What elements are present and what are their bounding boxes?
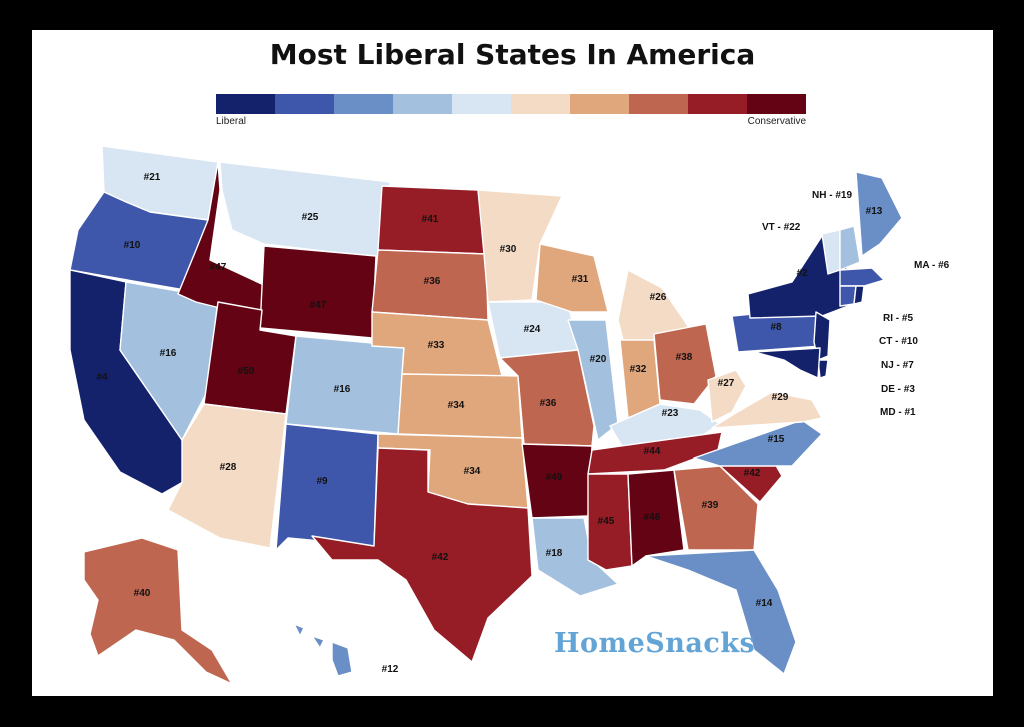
rank-label-co: #16: [334, 384, 351, 395]
rank-label-in: #32: [630, 364, 647, 375]
state-va: [711, 391, 823, 429]
legend-high-label: Conservative: [747, 116, 806, 127]
state-hi: [293, 623, 353, 677]
rank-label-ga: #39: [702, 500, 719, 511]
rank-label-nv: #16: [160, 348, 177, 359]
rank-label-az: #28: [220, 462, 237, 473]
rank-label-oh: #38: [676, 352, 693, 363]
callout-nj: NJ - #7: [881, 360, 914, 371]
state-wv: [707, 369, 747, 423]
rank-label-nc: #15: [768, 434, 785, 445]
rank-label-ms: #45: [598, 516, 615, 527]
rank-label-fl: #14: [756, 598, 773, 609]
rank-label-tx: #42: [432, 552, 449, 563]
legend-swatch: [275, 94, 334, 114]
callout-de: DE - #3: [881, 384, 915, 395]
legend-swatch: [216, 94, 275, 114]
state-la: [531, 517, 619, 597]
rank-label-ne: #33: [428, 340, 445, 351]
rank-label-al: #46: [644, 512, 661, 523]
legend-swatch: [747, 94, 806, 114]
state-al: [627, 469, 685, 567]
legend-swatch: [629, 94, 688, 114]
rank-label-ky: #23: [662, 408, 679, 419]
rank-label-sc: #42: [744, 468, 761, 479]
rank-label-wv: #27: [718, 378, 735, 389]
rank-label-wi: #31: [572, 274, 589, 285]
rank-label-sd: #36: [424, 276, 441, 287]
rank-label-me: #13: [866, 206, 883, 217]
brand-logo: HomeSnacks: [554, 628, 755, 659]
state-tn: [587, 431, 723, 475]
rank-label-ks: #34: [448, 400, 465, 411]
rank-label-mt: #25: [302, 212, 319, 223]
callout-vt: VT - #22: [762, 222, 801, 233]
rank-label-il: #20: [590, 354, 607, 365]
callout-nh: NH - #19: [812, 190, 853, 201]
rank-label-ar: #49: [546, 472, 563, 483]
rank-label-hi: #12: [382, 664, 399, 675]
state-il: [567, 319, 619, 441]
state-nh: [839, 225, 861, 271]
us-map: #21 #10 #4 #16 #47 #25 #47 #50 #28 #16 #9 #41 #36 #33…: [69, 145, 903, 685]
callout-ri: RI - #5: [883, 313, 914, 324]
state-ga: [673, 465, 759, 551]
rank-label-or: #10: [124, 240, 141, 251]
rank-label-ut: #50: [238, 366, 255, 377]
rank-label-ca: #4: [96, 372, 108, 383]
rank-label-nm: #9: [316, 476, 328, 487]
state-ma: [839, 267, 885, 287]
rank-label-mn: #30: [500, 244, 517, 255]
rank-label-tn: #44: [644, 446, 661, 457]
legend-low-label: Liberal: [216, 116, 247, 127]
rank-label-id: #47: [210, 262, 227, 273]
state-ri: [853, 285, 865, 305]
callout-md: MD - #1: [880, 407, 916, 418]
state-mn: [477, 189, 563, 303]
state-me: [855, 171, 903, 257]
rank-label-ok: #34: [464, 466, 481, 477]
map-title: Most Liberal States In America: [269, 38, 756, 71]
state-de: [817, 359, 829, 379]
state-oh: [653, 323, 717, 405]
state-wi: [535, 243, 609, 313]
rank-label-nd: #41: [422, 214, 439, 225]
color-legend: [216, 94, 806, 114]
state-ms: [587, 473, 633, 571]
state-fl: [645, 549, 797, 675]
state-ak: [83, 537, 233, 685]
rank-label-mi: #26: [650, 292, 667, 303]
state-nc: [693, 419, 823, 467]
legend-swatch: [452, 94, 511, 114]
legend-swatch: [334, 94, 393, 114]
map-frame: Most Liberal States In America Liberal C…: [32, 30, 993, 696]
legend-swatch: [393, 94, 452, 114]
rank-label-mo: #36: [540, 398, 557, 409]
legend-swatch: [511, 94, 570, 114]
state-nm: [275, 423, 379, 551]
rank-label-va: #29: [772, 392, 789, 403]
callout-ma: MA - #6: [914, 260, 950, 271]
state-wy: [259, 245, 377, 339]
rank-label-ak: #40: [134, 588, 151, 599]
state-mt: [219, 161, 391, 259]
rank-label-ia: #24: [524, 324, 541, 335]
legend-swatch: [570, 94, 629, 114]
callout-ct: CT - #10: [879, 336, 918, 347]
state-tx: [311, 447, 533, 663]
rank-label-wy: #47: [310, 300, 327, 311]
legend-swatch: [688, 94, 747, 114]
state-az: [167, 403, 287, 549]
rank-label-pa: #8: [770, 322, 782, 333]
state-md: [753, 347, 821, 379]
rank-label-la: #18: [546, 548, 563, 559]
rank-label-ny: #2: [796, 268, 808, 279]
rank-label-wa: #21: [144, 172, 161, 183]
brand-part-1: Home: [554, 628, 646, 659]
brand-part-2: Snacks: [645, 628, 756, 659]
